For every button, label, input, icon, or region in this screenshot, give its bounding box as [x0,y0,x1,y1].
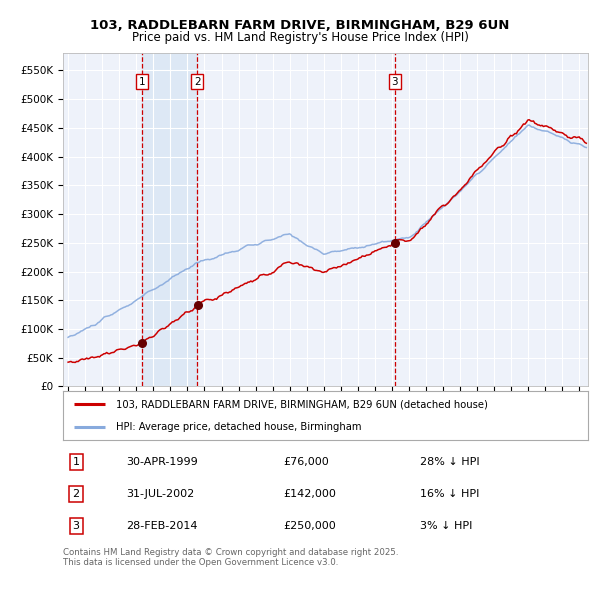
Text: 2: 2 [194,77,200,87]
Text: 3: 3 [392,77,398,87]
Bar [142,53,197,386]
Text: 3: 3 [73,521,80,531]
Text: £76,000: £76,000 [284,457,329,467]
Text: 1: 1 [139,77,145,87]
Text: 31-JUL-2002: 31-JUL-2002 [126,489,194,499]
Text: 3% ↓ HPI: 3% ↓ HPI [420,521,472,531]
Text: 16% ↓ HPI: 16% ↓ HPI [420,489,479,499]
Text: 28% ↓ HPI: 28% ↓ HPI [420,457,479,467]
Text: £142,000: £142,000 [284,489,337,499]
Text: 28-FEB-2014: 28-FEB-2014 [126,521,197,531]
Text: 2: 2 [73,489,80,499]
Text: Price paid vs. HM Land Registry's House Price Index (HPI): Price paid vs. HM Land Registry's House … [131,31,469,44]
Text: 1: 1 [73,457,80,467]
Text: HPI: Average price, detached house, Birmingham: HPI: Average price, detached house, Birm… [115,422,361,432]
Text: £250,000: £250,000 [284,521,336,531]
Text: 103, RADDLEBARN FARM DRIVE, BIRMINGHAM, B29 6UN: 103, RADDLEBARN FARM DRIVE, BIRMINGHAM, … [91,19,509,32]
Text: 30-APR-1999: 30-APR-1999 [126,457,198,467]
Text: 103, RADDLEBARN FARM DRIVE, BIRMINGHAM, B29 6UN (detached house): 103, RADDLEBARN FARM DRIVE, BIRMINGHAM, … [115,399,487,409]
Text: Contains HM Land Registry data © Crown copyright and database right 2025.
This d: Contains HM Land Registry data © Crown c… [63,548,398,567]
